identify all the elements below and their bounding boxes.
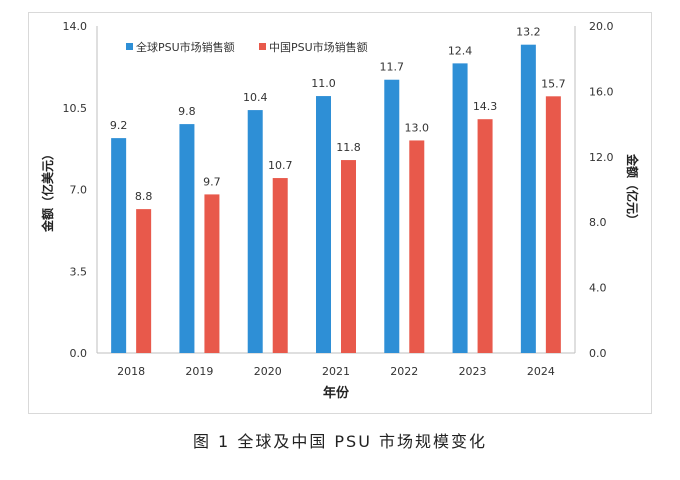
legend-label-china: 中国PSU市场销售额 — [269, 40, 368, 54]
x-tick-label: 2018 — [117, 365, 145, 378]
chart-frame — [28, 12, 652, 414]
bar-china — [341, 160, 356, 353]
figure-caption: 图 1 全球及中国 PSU 市场规模变化 — [192, 432, 488, 451]
right-tick-label: 0.0 — [589, 347, 607, 360]
legend-label-global: 全球PSU市场销售额 — [136, 40, 235, 54]
left-tick-label: 3.5 — [70, 265, 88, 278]
data-label-global: 11.7 — [380, 61, 405, 74]
data-label-china: 14.3 — [473, 100, 498, 113]
bar-china — [272, 178, 288, 353]
data-label-china: 10.7 — [268, 159, 293, 172]
data-label-china: 15.7 — [541, 77, 566, 90]
data-label-global: 9.2 — [110, 119, 128, 132]
right-tick-label: 4.0 — [589, 282, 607, 295]
left-axis-title: 金额（亿美元） — [40, 148, 55, 233]
bar-global — [452, 63, 468, 353]
data-label-china: 9.7 — [203, 175, 221, 188]
left-tick-label: 0.0 — [70, 347, 88, 360]
bar-global — [247, 110, 263, 353]
x-tick-label: 2022 — [390, 365, 418, 378]
right-tick-label: 20.0 — [589, 20, 614, 33]
bar-china — [409, 140, 425, 353]
left-tick-label: 14.0 — [63, 20, 88, 33]
x-tick-label: 2020 — [254, 365, 282, 378]
bar-global — [111, 138, 127, 353]
data-label-global: 12.4 — [448, 44, 473, 57]
data-label-global: 13.2 — [516, 26, 541, 39]
x-axis-title: 年份 — [323, 385, 350, 401]
bar-china — [545, 96, 561, 354]
bar-global — [316, 96, 331, 354]
bar-china — [136, 209, 152, 353]
bar-china — [477, 119, 493, 353]
data-label-global: 11.0 — [311, 77, 336, 90]
right-tick-label: 12.0 — [589, 151, 614, 164]
left-tick-label: 10.5 — [63, 102, 88, 115]
data-label-china: 8.8 — [135, 190, 153, 203]
bar-global — [384, 79, 400, 353]
right-tick-label: 8.0 — [589, 216, 607, 229]
x-tick-label: 2019 — [185, 365, 213, 378]
data-label-china: 11.8 — [336, 141, 361, 154]
data-label-global: 9.8 — [178, 105, 196, 118]
bar-china — [204, 194, 220, 353]
bar-global — [520, 44, 536, 353]
bar-global — [179, 124, 195, 353]
legend-swatch-global — [126, 43, 133, 50]
x-tick-label: 2024 — [527, 365, 555, 378]
right-tick-label: 16.0 — [589, 85, 614, 98]
right-axis-title: 金额（亿元） — [625, 153, 640, 226]
left-tick-label: 7.0 — [70, 184, 88, 197]
legend-swatch-china — [259, 43, 266, 50]
data-label-china: 13.0 — [405, 121, 430, 134]
data-label-global: 10.4 — [243, 91, 268, 104]
x-tick-label: 2023 — [459, 365, 487, 378]
x-tick-label: 2021 — [322, 365, 350, 378]
